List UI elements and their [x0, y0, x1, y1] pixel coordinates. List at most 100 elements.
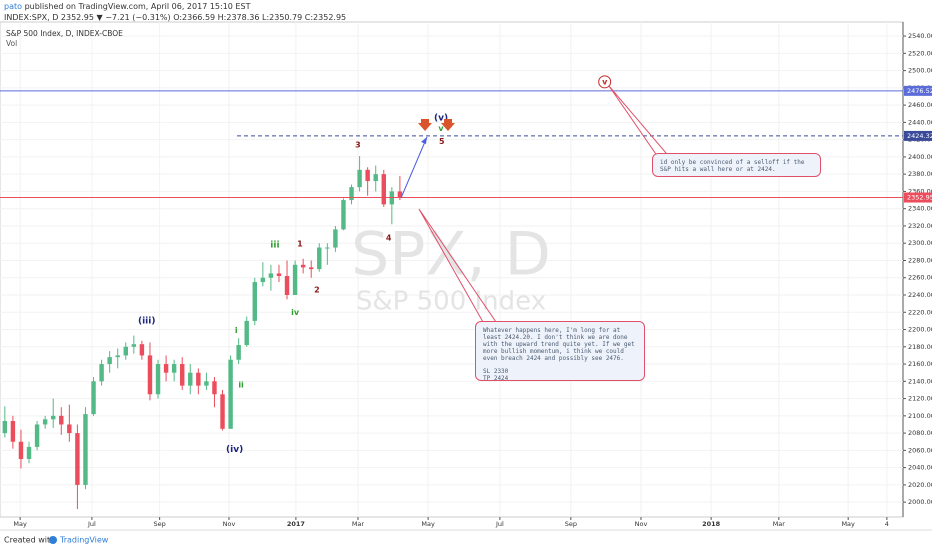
wave-label: 3 [355, 140, 361, 149]
candle-body [123, 346, 128, 356]
candle-body [228, 359, 233, 429]
candle-body [163, 364, 169, 373]
candle-body [244, 320, 249, 346]
candle-body [196, 372, 201, 386]
wave-label: ii [238, 380, 244, 389]
wave-label: (v) [434, 114, 448, 124]
y-tick-label: 2120.00 [908, 395, 932, 403]
y-tick-label: 2200.00 [908, 326, 932, 334]
x-tick-label: 2018 [702, 520, 721, 528]
y-tick-label: 2180.00 [908, 343, 932, 351]
watermark-sub: S&P 500 Index [356, 287, 546, 317]
candle-body [42, 419, 48, 425]
price-tag-label: 2352.95 [907, 194, 932, 202]
wave-label: 4 [386, 234, 392, 243]
brand-icon [49, 536, 57, 544]
candle-body [341, 200, 346, 230]
wave-label: v [438, 124, 444, 133]
price-tag-label: 2424.32 [907, 132, 932, 140]
candle-body [75, 433, 80, 485]
y-tick-label: 2460.00 [908, 101, 932, 109]
x-tick-label: Sep [154, 520, 166, 528]
candle-body [2, 421, 8, 434]
note-text: id only be convinced of a selloff if the… [660, 159, 805, 173]
projection-arrow [400, 136, 428, 199]
publisher[interactable]: pato [4, 2, 23, 11]
arrow-head [421, 137, 427, 144]
candle-body [139, 344, 145, 356]
x-tick-label: Mar [773, 520, 786, 528]
y-tick-label: 2220.00 [908, 308, 932, 316]
y-tick-label: 2060.00 [908, 446, 932, 454]
wave-label: i [235, 326, 238, 335]
publish-line: pato published on TradingView.com, April… [4, 2, 250, 11]
candle-body [171, 364, 177, 373]
candle-body [381, 174, 386, 205]
down-arrow [441, 119, 455, 131]
quote-line: INDEX:SPX, D 2352.95 ▼ −7.21 (−0.31%) O:… [4, 13, 347, 22]
candle-body [373, 174, 378, 182]
wave-label: (iii) [138, 316, 155, 326]
candle-body [276, 273, 282, 277]
candle-body [220, 394, 225, 429]
plot-frame [0, 21, 904, 518]
candle-body [50, 415, 56, 420]
price-tag [904, 85, 932, 96]
wave-label: 2 [314, 285, 320, 294]
candle-body [325, 247, 330, 249]
y-tick-label: 2020.00 [908, 481, 932, 489]
y-tick-label: 2140.00 [908, 377, 932, 385]
note-text: Whatever happens here, I'm long for at l… [483, 327, 635, 362]
y-tick-label: 2320.00 [908, 222, 932, 230]
candle-body [357, 169, 362, 188]
candle-body [115, 355, 120, 358]
wave-label: 5 [439, 137, 445, 146]
footer-brand[interactable]: TradingView [59, 536, 109, 545]
candle-body [236, 345, 241, 360]
x-tick-label: Jul [495, 520, 504, 528]
price-tag-label: 2476.52 [907, 87, 932, 95]
x-tick-label: Nov [635, 520, 648, 528]
y-tick-label: 2000.00 [908, 498, 932, 506]
y-tick-label: 2500.00 [908, 67, 932, 75]
candle-body [333, 229, 338, 248]
candle-body [308, 267, 314, 270]
y-tick-label: 2440.00 [908, 118, 932, 126]
wave-circle [598, 75, 612, 89]
candle-body [317, 247, 322, 270]
candle-body [204, 381, 209, 386]
candle-body [260, 277, 266, 283]
wave-label: iv [291, 308, 300, 317]
wave-label: (iv) [226, 445, 243, 455]
footer-created: Created with [4, 536, 55, 545]
candle-body [67, 424, 72, 434]
price-tag [904, 192, 932, 203]
x-tick-label: May [421, 520, 435, 528]
candle-body [300, 264, 306, 268]
y-tick-label: 2100.00 [908, 412, 932, 420]
candle-body [292, 264, 298, 296]
candle-body [10, 421, 16, 442]
wave-label: 1 [297, 240, 303, 249]
candle-body [397, 191, 403, 198]
price-tag [904, 130, 932, 141]
y-tick-label: 2260.00 [908, 274, 932, 282]
candle-body [155, 364, 161, 395]
note-text: SL 2330 TP 2424 [483, 368, 509, 382]
y-tick-label: 2160.00 [908, 360, 932, 368]
candle-body [18, 441, 24, 459]
y-tick-label: 2520.00 [908, 49, 932, 57]
published: published on TradingView.com, April 06, … [24, 2, 251, 11]
y-tick-label: 2240.00 [908, 291, 932, 299]
y-tick-label: 2400.00 [908, 153, 932, 161]
x-tick-label: 2017 [287, 520, 305, 528]
y-tick-label: 2340.00 [908, 205, 932, 213]
candle-body [107, 357, 112, 365]
x-tick-label: May [13, 520, 27, 528]
volume-label: Vol [6, 39, 17, 48]
watermark: SPX, D [351, 220, 551, 290]
x-tick-label: Mar [352, 520, 365, 528]
note: Whatever happens here, I'm long for at l… [475, 321, 645, 382]
